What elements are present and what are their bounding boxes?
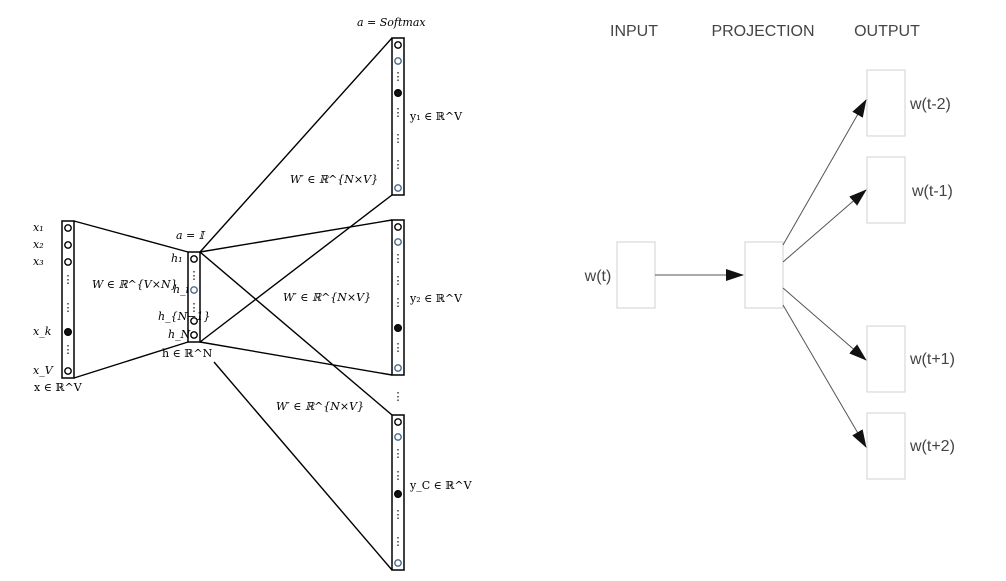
output-label-yC: y_C ∈ ℝ^V	[409, 479, 473, 492]
output-word-t+2: w(t+2)	[909, 438, 955, 455]
output-box-t-1	[866, 156, 906, 224]
input-label-x3: x₃	[33, 255, 44, 268]
softmax-activation-label: a = Softmax	[357, 16, 426, 29]
svg-text:⋮: ⋮	[393, 469, 404, 482]
svg-text:⋮: ⋮	[393, 70, 404, 83]
output-box-t+1	[866, 325, 906, 393]
projection-box	[744, 241, 784, 309]
svg-text:⋮: ⋮	[393, 158, 404, 171]
svg-text:⋮: ⋮	[189, 301, 200, 314]
svg-text:⋮: ⋮	[189, 269, 200, 282]
output-word-t-2: w(t-2)	[909, 96, 951, 113]
network-connections	[73, 37, 393, 571]
hidden-label-hi: h_i	[173, 283, 189, 296]
outputs-ellipsis: ⋮	[393, 390, 404, 403]
output-box-t-2	[866, 69, 906, 137]
arrows	[655, 99, 867, 448]
input-label-xV: x_V	[33, 364, 54, 377]
header-input: INPUT	[610, 23, 658, 40]
svg-text:⋮: ⋮	[393, 296, 404, 309]
output-weight-label-3: W′ ∈ ℝ^{N×V}	[276, 400, 364, 413]
hidden-activation-label: a = 𝕀	[176, 229, 206, 242]
output-word-t-1: w(t-1)	[911, 183, 953, 200]
skipgram-network-diagram: ⋮ ⋮ ⋮ x₁ x₂ x₃ x_k x_V x ∈ ℝ^V W ∈ ℝ^{V×…	[33, 16, 473, 571]
svg-text:⋮: ⋮	[63, 301, 74, 314]
hidden-label-h1: h₁	[171, 252, 183, 265]
input-vector: ⋮ ⋮ ⋮	[61, 220, 75, 379]
input-weight-label: W ∈ ℝ^{V×N}	[92, 278, 178, 291]
header-output: OUTPUT	[854, 23, 920, 40]
svg-text:⋮: ⋮	[393, 106, 404, 119]
input-label-xk: x_k	[33, 325, 52, 338]
hidden-label-hN: h_N	[168, 328, 191, 341]
skipgram-architecture-diagram: INPUT PROJECTION OUTPUT w(t) w(t-2) w(t-…	[584, 23, 955, 480]
output-vector-C: ⋮ ⋮ ⋮ ⋮	[391, 414, 405, 571]
output-label-y2: y₂ ∈ ℝ^V	[409, 292, 463, 305]
input-box	[616, 241, 656, 309]
input-label-x2: x₂	[33, 238, 44, 251]
hidden-vector-label: h ∈ ℝ^N	[162, 347, 213, 360]
output-box-t+2	[866, 412, 906, 480]
output-vector-1: ⋮ ⋮ ⋮ ⋮	[391, 37, 405, 196]
svg-text:⋮: ⋮	[393, 508, 404, 521]
output-word-t+1: w(t+1)	[909, 351, 955, 368]
svg-text:⋮: ⋮	[393, 341, 404, 354]
svg-text:⋮: ⋮	[63, 273, 74, 286]
svg-text:⋮: ⋮	[393, 252, 404, 265]
output-label-y1: y₁ ∈ ℝ^V	[409, 110, 463, 123]
svg-text:⋮: ⋮	[393, 274, 404, 287]
input-vector-label: x ∈ ℝ^V	[34, 381, 83, 394]
svg-text:⋮: ⋮	[393, 132, 404, 145]
hidden-label-hN-1: h_{N−1}	[158, 310, 210, 323]
output-weight-label-2: W′ ∈ ℝ^{N×V}	[283, 291, 371, 304]
header-projection: PROJECTION	[711, 23, 814, 40]
svg-text:⋮: ⋮	[393, 535, 404, 548]
svg-text:⋮: ⋮	[393, 447, 404, 460]
input-label-x1: x₁	[33, 221, 44, 234]
output-vector-2: ⋮ ⋮ ⋮ ⋮	[391, 219, 405, 376]
input-word-label: w(t)	[584, 268, 612, 285]
hidden-vector: ⋮ ⋮	[187, 251, 201, 343]
output-weight-label-1: W′ ∈ ℝ^{N×V}	[290, 173, 378, 186]
svg-text:⋮: ⋮	[63, 343, 74, 356]
